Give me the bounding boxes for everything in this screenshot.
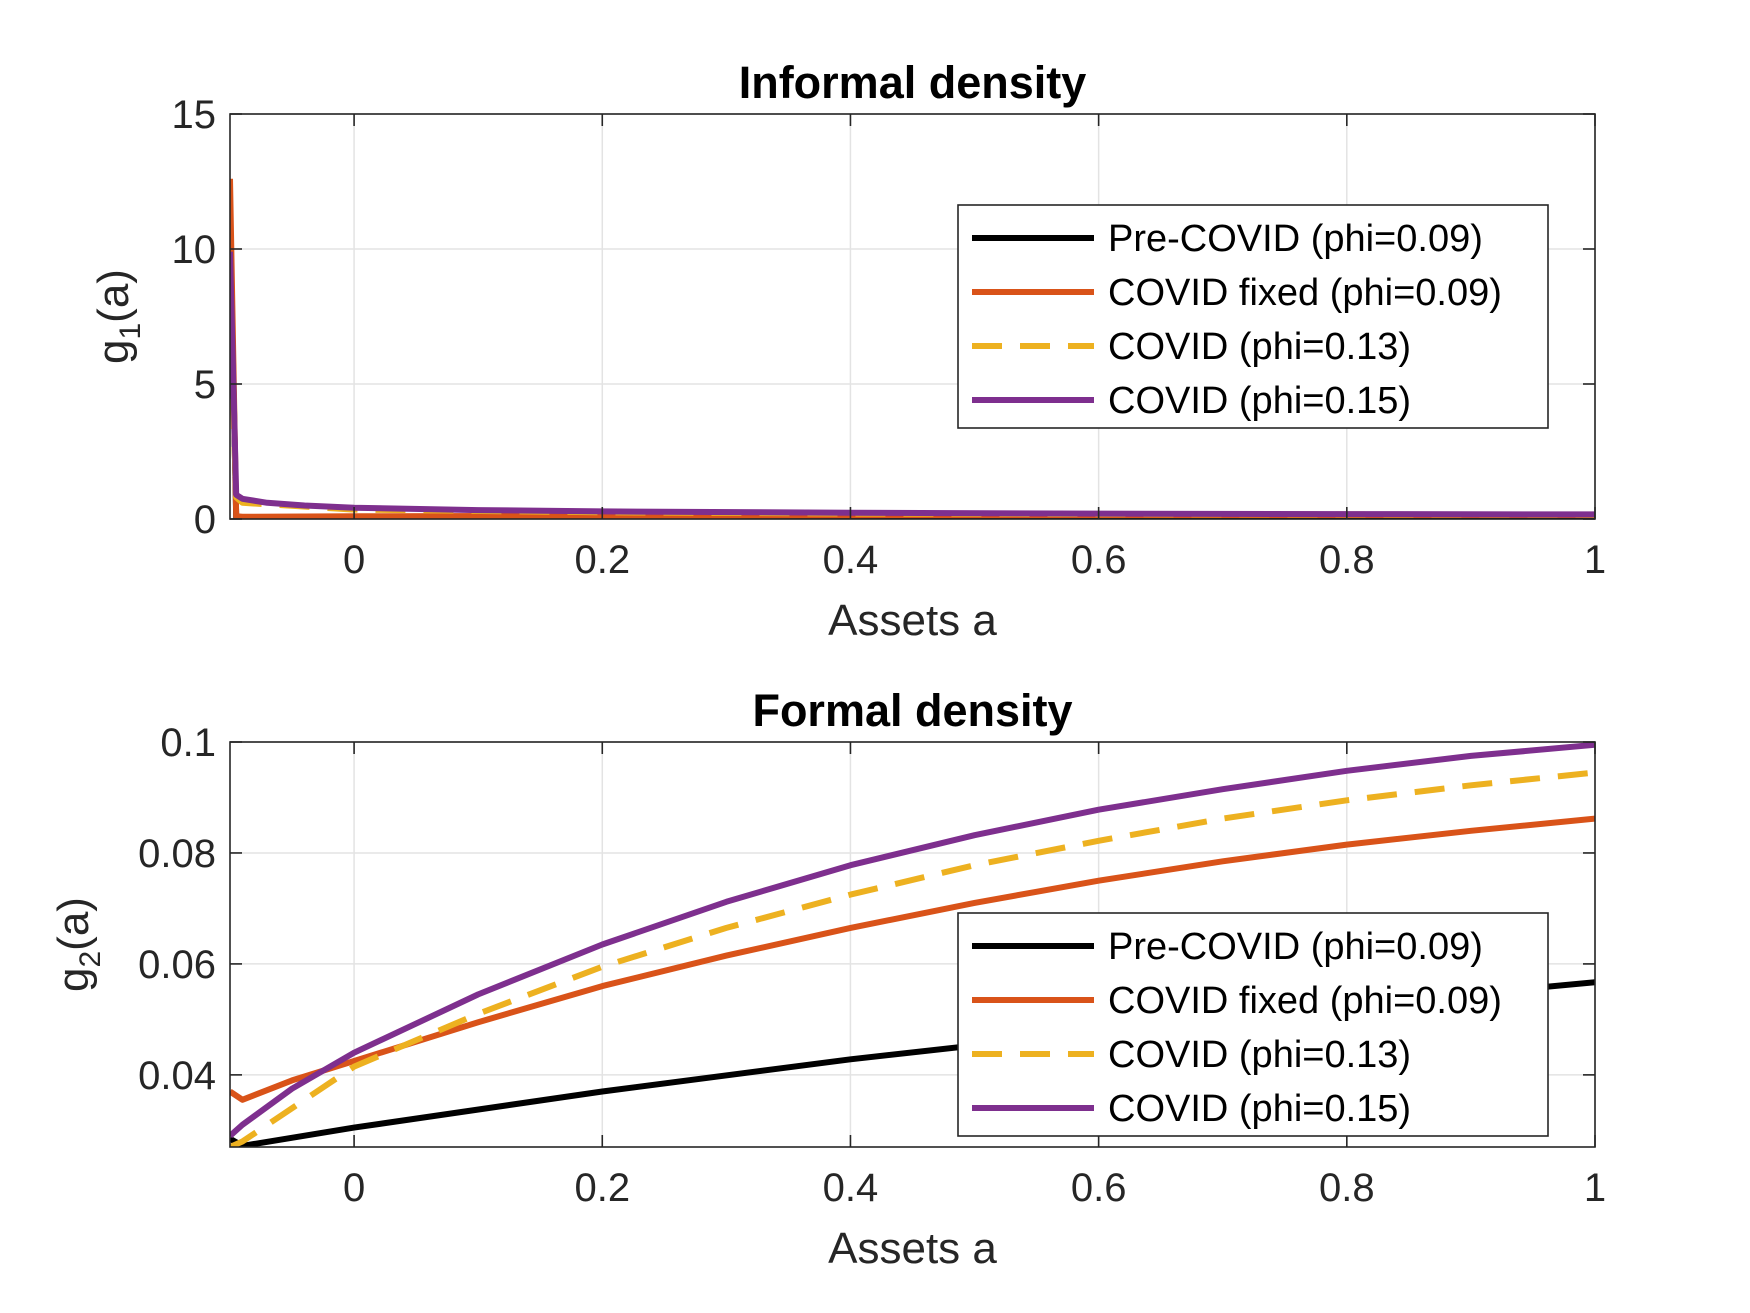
axes-box [229,741,1596,1148]
x-tick-label: 0 [343,538,365,582]
chart-panel-2: 0 0.2 0.4 0.6 0.8 1 0.04 0.06 0.08 0.1 Formal dens… [49,685,1606,1273]
chart-title: Formal density [752,685,1072,736]
y-tick-label: 0.1 [160,721,216,765]
y-axis-label: g2(a) [49,897,107,992]
x-tick-label: 0.6 [1071,1166,1127,1210]
legend-entry-1: Pre-COVID (phi=0.09) [1108,218,1483,260]
legend-entry-1: Pre-COVID (phi=0.09) [1108,926,1483,968]
x-tick-label: 0.2 [574,1166,630,1210]
legend: Pre-COVID (phi=0.09) COVID fixed (phi=0.0… [957,204,1549,429]
legend-entry-3: COVID (phi=0.13) [1108,1034,1411,1076]
y-tick-label: 5 [194,363,216,407]
y-tick-label: 0.08 [138,832,216,876]
legend-box [957,204,1549,429]
axes-box [229,113,1596,520]
x-tick-label: 0.8 [1319,1166,1375,1210]
y-tick-label: 0 [194,498,216,542]
series-line-4 [230,251,1595,518]
y-tick-label: 10 [172,228,217,272]
x-tick-label: 1 [1584,538,1606,582]
series-line-4 [230,742,1595,1139]
legend-entry-4: COVID (phi=0.15) [1108,1088,1411,1130]
legend-entry-4: COVID (phi=0.15) [1108,380,1411,422]
legend-entry-3: COVID (phi=0.13) [1108,326,1411,368]
chart-title: Informal density [739,57,1087,108]
y-tick-label: 0.06 [138,943,216,987]
x-tick-label: 0.4 [823,1166,879,1210]
y-tick-label: 15 [172,93,217,137]
y-tick-label: 0.04 [138,1054,216,1098]
x-tick-label: 0.6 [1071,538,1127,582]
x-axis-label: Assets a [828,596,997,645]
series-line-2 [230,815,1595,1103]
y-axis-label: g1(a) [89,269,147,364]
legend: Pre-COVID (phi=0.09) COVID fixed (phi=0.0… [957,912,1549,1137]
x-tick-label: 1 [1584,1166,1606,1210]
x-tick-label: 0.4 [823,538,879,582]
legend-entry-2: COVID fixed (phi=0.09) [1108,272,1502,314]
x-tick-label: 0 [343,1166,365,1210]
x-tick-label: 0.8 [1319,538,1375,582]
series-line-3 [230,769,1595,1147]
x-axis-label: Assets a [828,1224,997,1273]
legend-box [957,912,1549,1137]
legend-entry-2: COVID fixed (phi=0.09) [1108,980,1502,1022]
x-tick-label: 0.2 [574,538,630,582]
